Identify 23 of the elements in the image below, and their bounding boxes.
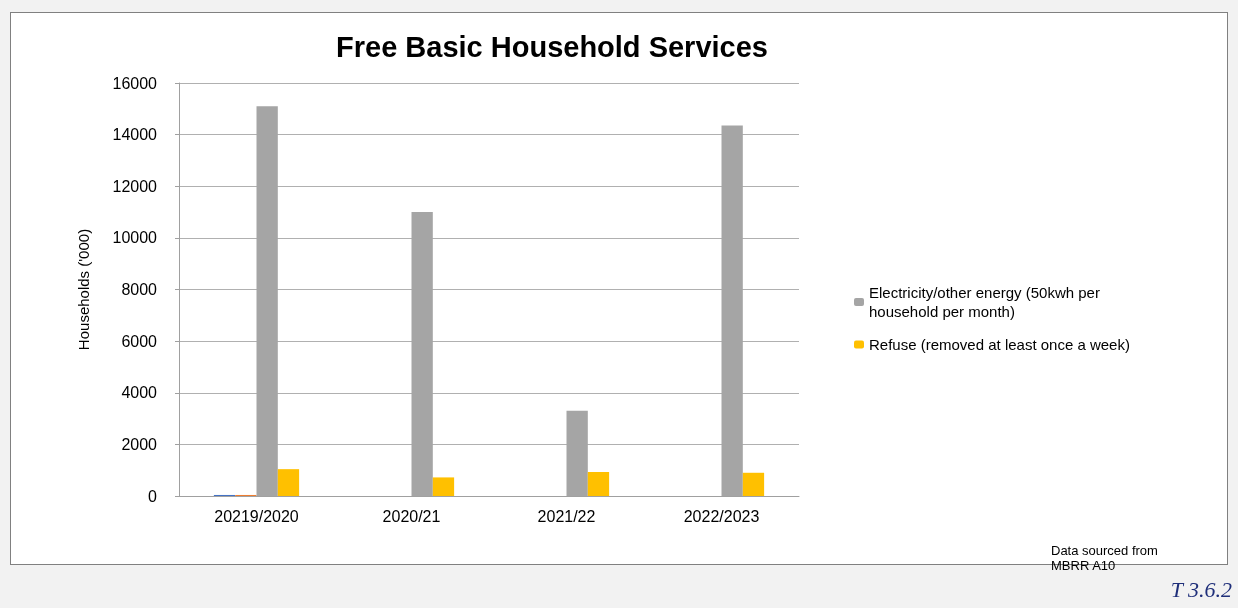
x-tick-label: 20219/2020 [214, 507, 299, 525]
legend-label: Electricity/other energy (50kwh per household per month) [869, 284, 1105, 320]
y-tick-label: 6000 [121, 332, 158, 350]
chart-title: Free Basic Household Services [336, 30, 768, 63]
bar [587, 471, 610, 496]
bar [277, 469, 300, 496]
x-tick-label: 2021/22 [537, 507, 596, 525]
text: Data sourced from MBRR A10 [1051, 543, 1159, 573]
y-tick-label: 8000 [121, 281, 158, 298]
bar [742, 472, 765, 496]
text: T 3.6.2 [1170, 577, 1232, 603]
y-tick-label: 0 [148, 487, 158, 505]
x-tick-label: 2022/2023 [683, 507, 760, 525]
y-axis-title: Households ('000) [75, 228, 92, 351]
y-tick-label: 14000 [112, 126, 158, 144]
x-tick-label: 2020/21 [382, 507, 441, 525]
y-tick-label: 4000 [121, 384, 158, 402]
y-tick-label: 16000 [112, 74, 158, 92]
legend-label: Refuse (removed at least once a week) [869, 336, 1130, 353]
y-tick-label: 12000 [112, 177, 158, 195]
bar [432, 477, 455, 496]
y-tick-label: 2000 [121, 435, 158, 453]
y-tick-label: 10000 [112, 229, 158, 247]
